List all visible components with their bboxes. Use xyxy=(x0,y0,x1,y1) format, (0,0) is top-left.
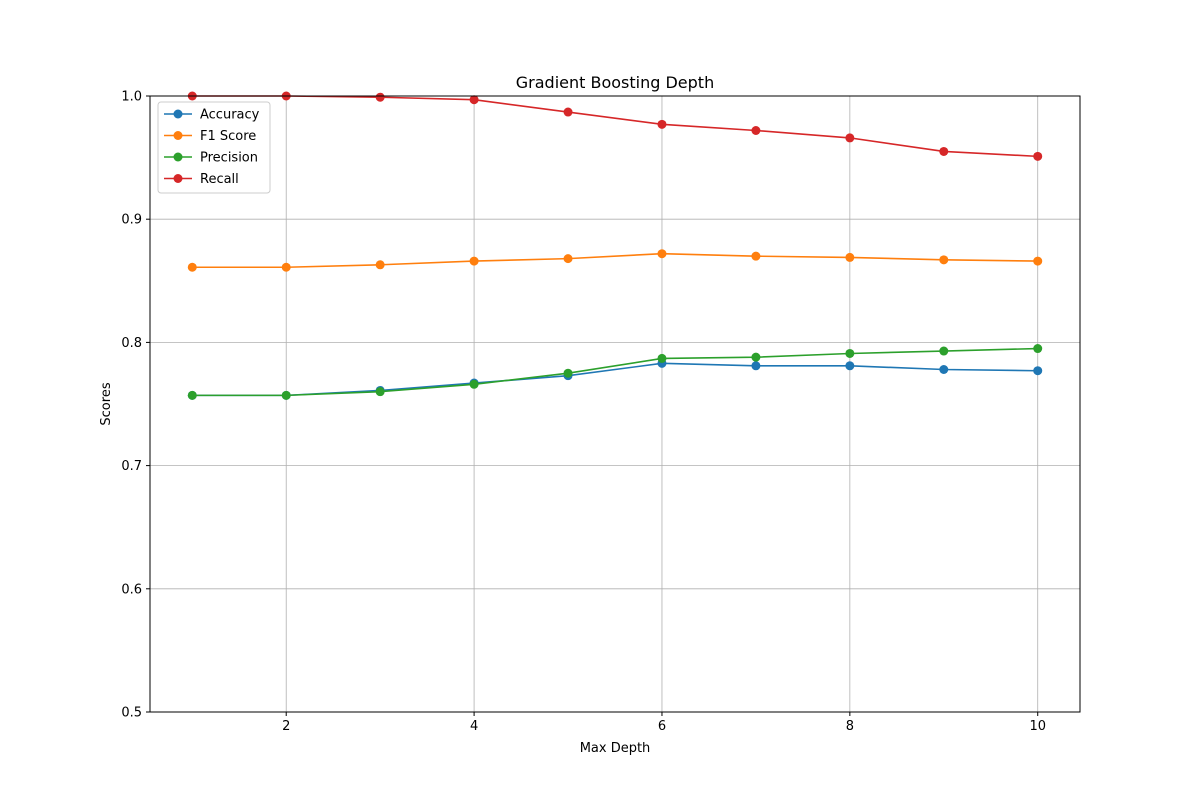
y-axis: 0.5 0.6 0.7 0.8 0.9 1.0 xyxy=(121,90,150,721)
chart-title: Gradient Boosting Depth xyxy=(516,73,714,92)
y-tick-label: 0.7 xyxy=(121,459,142,474)
data-point-precision xyxy=(939,346,949,356)
data-point-precision xyxy=(1033,344,1043,354)
series-f1-score xyxy=(187,249,1043,272)
plot-frame xyxy=(149,95,1081,713)
y-tick-label: 0.5 xyxy=(121,706,142,721)
legend-label: Recall xyxy=(200,172,239,187)
y-tick-label: 0.9 xyxy=(121,213,142,228)
series-layer xyxy=(187,91,1043,400)
grid xyxy=(150,95,1080,713)
legend-swatch-marker xyxy=(173,131,183,140)
data-point-accuracy xyxy=(845,361,855,371)
x-tick-label: 2 xyxy=(282,719,290,734)
x-tick-label: 6 xyxy=(658,719,666,734)
data-point-precision xyxy=(845,348,855,358)
data-point-recall xyxy=(1033,151,1043,161)
x-axis: 2 4 6 8 10 xyxy=(282,712,1046,734)
legend-item-f1-score: F1 Score xyxy=(164,129,256,144)
data-point-precision xyxy=(469,379,479,389)
y-tick-label: 1.0 xyxy=(121,90,142,105)
data-point-recall xyxy=(751,125,761,135)
y-tick-label: 0.8 xyxy=(121,336,142,351)
data-point-f1-score xyxy=(657,249,667,259)
data-point-recall xyxy=(563,107,573,117)
series-line-f1-score xyxy=(192,252,1038,269)
data-point-accuracy xyxy=(939,365,949,375)
data-point-f1-score xyxy=(751,251,761,261)
data-point-f1-score xyxy=(375,260,385,270)
data-point-precision xyxy=(187,390,197,400)
data-point-recall xyxy=(939,146,949,156)
data-point-recall xyxy=(469,95,479,105)
data-point-f1-score xyxy=(939,255,949,265)
legend-box xyxy=(157,101,271,194)
data-point-precision xyxy=(281,390,291,400)
series-recall xyxy=(187,91,1043,161)
legend-swatch-marker xyxy=(173,174,183,183)
data-point-precision xyxy=(563,368,573,378)
x-axis-label: Max Depth xyxy=(580,741,651,756)
y-tick-label: 0.6 xyxy=(121,582,142,597)
legend-label: Precision xyxy=(200,151,258,166)
x-tick-label: 10 xyxy=(1029,719,1046,734)
data-point-f1-score xyxy=(845,252,855,262)
legend-item-accuracy: Accuracy xyxy=(164,108,260,123)
legend-swatch-marker xyxy=(173,109,183,119)
legend-label: F1 Score xyxy=(200,129,256,144)
y-axis-label: Scores xyxy=(99,382,114,425)
data-point-f1-score xyxy=(469,256,479,266)
data-point-precision xyxy=(375,387,385,397)
data-point-f1-score xyxy=(187,262,197,272)
data-point-f1-score xyxy=(281,262,291,272)
legend-item-precision: Precision xyxy=(164,151,258,166)
legend-label: Accuracy xyxy=(200,108,260,123)
data-point-accuracy xyxy=(751,361,761,371)
data-point-recall xyxy=(657,119,667,129)
legend-item-recall: Recall xyxy=(164,172,239,187)
series-precision xyxy=(187,344,1043,400)
data-point-recall xyxy=(845,133,855,143)
x-tick-label: 8 xyxy=(846,719,854,734)
data-point-recall xyxy=(375,92,385,102)
data-point-f1-score xyxy=(1033,256,1043,266)
series-line-accuracy xyxy=(192,362,1038,397)
legend: Accuracy F1 Score Precision Recall xyxy=(157,101,271,194)
series-line-precision xyxy=(192,347,1038,397)
series-line-recall xyxy=(192,95,1038,158)
data-point-f1-score xyxy=(563,254,573,264)
data-point-precision xyxy=(751,352,761,362)
legend-swatch-marker xyxy=(173,152,183,162)
data-point-precision xyxy=(657,353,667,363)
x-tick-label: 4 xyxy=(470,719,478,734)
data-point-accuracy xyxy=(1033,366,1043,376)
